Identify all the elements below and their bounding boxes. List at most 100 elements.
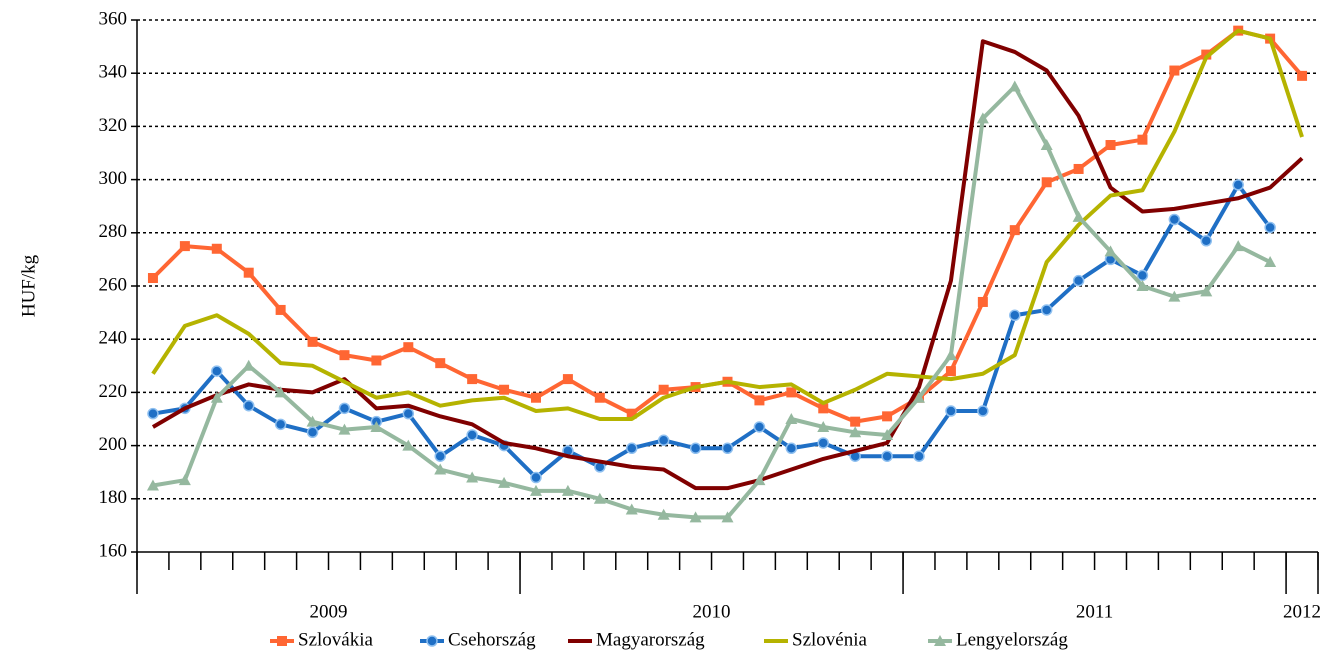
data-point [945, 405, 957, 417]
year-label: 2012 [1283, 601, 1321, 622]
data-point [1137, 134, 1148, 145]
data-point [1072, 274, 1085, 287]
data-point [435, 358, 446, 369]
data-point [658, 384, 669, 395]
y-tick-label: 180 [99, 487, 128, 508]
data-point [339, 350, 350, 361]
series-line [152, 182, 1272, 480]
y-tick-label: 260 [99, 274, 128, 295]
data-point [243, 267, 254, 278]
data-point [625, 442, 638, 455]
data-point [402, 439, 415, 451]
y-tick-label: 360 [99, 8, 128, 29]
data-point [944, 349, 957, 361]
data-point [307, 336, 318, 347]
data-point [306, 426, 319, 439]
year-label: 2011 [1076, 601, 1113, 622]
data-point [1072, 210, 1085, 222]
y-tick-label: 340 [99, 62, 128, 83]
data-point [434, 450, 446, 462]
data-point [817, 420, 830, 432]
y-tick-label: 160 [99, 540, 128, 561]
series-line [151, 28, 1304, 424]
data-point [754, 395, 765, 406]
data-point [467, 374, 478, 385]
data-point [434, 463, 447, 475]
y-tick-label: 220 [99, 381, 128, 402]
data-point [850, 416, 861, 427]
data-point [1104, 245, 1117, 257]
data-point [211, 365, 223, 377]
y-tick-label: 300 [99, 168, 128, 189]
data-point [786, 387, 797, 398]
data-point [146, 479, 159, 491]
data-point [274, 386, 287, 398]
data-point [242, 359, 255, 371]
data-point [499, 384, 510, 395]
y-tick-label: 240 [99, 328, 128, 349]
data-point [1169, 65, 1180, 76]
data-point [179, 241, 190, 252]
year-label: 2009 [310, 601, 348, 622]
data-point [275, 304, 286, 315]
data-point [530, 392, 541, 403]
data-point [274, 418, 287, 431]
data-point [977, 405, 989, 417]
data-point [1105, 140, 1116, 151]
legend-label: Lengyelország [956, 629, 1068, 650]
data-point [1009, 225, 1020, 236]
data-point [1264, 221, 1276, 234]
data-point [945, 366, 956, 377]
data-point [593, 492, 606, 504]
year-label: 2010 [693, 601, 731, 622]
data-point [371, 355, 382, 366]
data-point [976, 112, 989, 124]
data-point [1232, 240, 1245, 252]
data-point [1073, 163, 1084, 174]
data-point [242, 399, 255, 412]
data-point [403, 342, 414, 353]
data-point [1201, 49, 1212, 60]
data-point [657, 434, 670, 447]
data-point [210, 391, 223, 403]
data-point [1168, 290, 1181, 302]
data-point [530, 471, 542, 484]
data-point [785, 413, 798, 424]
data-point [561, 484, 574, 496]
data-point [1168, 213, 1181, 226]
y-axis-label: HUF/kg [18, 254, 39, 317]
data-point [721, 442, 734, 455]
data-point [466, 471, 479, 483]
data-point [338, 402, 351, 415]
data-point [913, 450, 925, 462]
legend-marker [934, 635, 946, 646]
data-point [1200, 235, 1213, 247]
legend-label: Magyarország [596, 629, 705, 650]
data-point [1040, 304, 1053, 316]
legend-label: Szlovénia [792, 629, 867, 650]
data-point [913, 391, 926, 403]
data-point [1136, 280, 1149, 291]
data-point [689, 442, 702, 455]
data-point [1136, 269, 1149, 282]
data-point [849, 426, 862, 438]
data-point [753, 421, 766, 433]
y-tick-label: 280 [99, 221, 128, 242]
data-point [466, 429, 478, 441]
y-tick-label: 320 [99, 115, 128, 136]
data-point [881, 428, 894, 440]
data-point [1200, 285, 1213, 297]
data-point [1232, 179, 1244, 191]
data-point [1297, 70, 1308, 81]
data-point [818, 403, 829, 414]
data-point [977, 296, 988, 307]
data-point [147, 273, 158, 284]
series-line [151, 28, 1304, 421]
legend-label: Csehország [448, 629, 536, 650]
data-point [370, 420, 383, 432]
data-point [882, 411, 893, 422]
legend-marker [277, 636, 287, 646]
data-point [1008, 80, 1021, 92]
legend-marker [426, 635, 438, 647]
